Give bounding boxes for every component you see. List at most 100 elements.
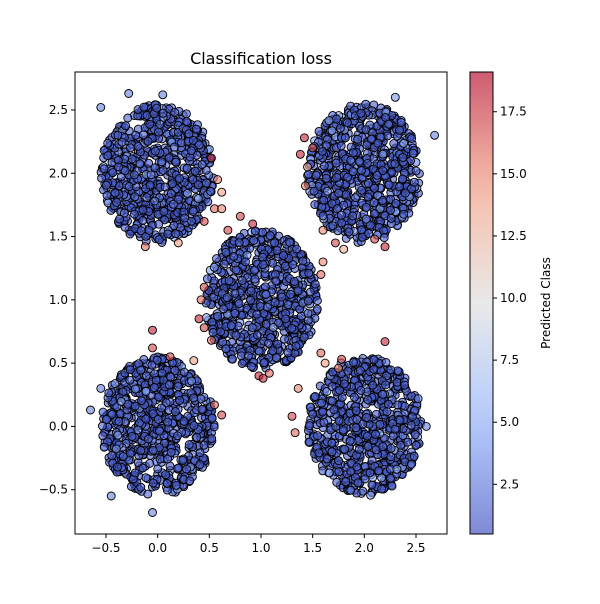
outlier-point xyxy=(140,242,150,252)
scatter-point xyxy=(188,175,198,185)
scatter-point xyxy=(194,140,204,150)
scatter-point xyxy=(143,489,153,499)
scatter-point xyxy=(193,194,203,204)
scatter-point xyxy=(113,430,123,440)
outlier-point xyxy=(316,348,326,358)
scatter-point xyxy=(112,197,121,207)
scatter-point xyxy=(386,443,396,453)
scatter-point xyxy=(258,260,268,270)
scatter-point xyxy=(108,168,118,178)
scatter-point xyxy=(378,442,388,452)
scatter-point xyxy=(209,262,219,272)
scatter-point xyxy=(207,413,217,423)
outlier-point xyxy=(380,337,390,347)
scatter-point xyxy=(304,268,314,278)
scatter-point xyxy=(386,365,396,375)
scatter-point xyxy=(403,437,413,447)
scatter-point xyxy=(357,185,367,195)
scatter-point xyxy=(179,416,189,426)
scatter-point xyxy=(343,366,353,376)
scatter-point xyxy=(155,454,165,464)
scatter-point xyxy=(130,384,140,394)
scatter-point xyxy=(271,353,281,363)
scatter-point xyxy=(219,304,229,314)
scatter-point xyxy=(190,166,200,176)
cluster-5 xyxy=(304,353,426,500)
scatter-point xyxy=(386,213,396,223)
scatter-point xyxy=(386,452,396,462)
scatter-point xyxy=(281,314,290,324)
scatter-point xyxy=(352,462,362,472)
scatter-point xyxy=(361,99,371,109)
scatter-point xyxy=(189,421,199,431)
scatter-point xyxy=(303,296,313,306)
scatter-point xyxy=(188,135,198,145)
scatter-point xyxy=(118,451,128,461)
colorbar-tick-label: 10.0 xyxy=(500,291,527,305)
scatter-point xyxy=(243,351,253,361)
scatter-point xyxy=(337,218,347,228)
x-tick-label: 2.0 xyxy=(355,541,374,555)
scatter-point xyxy=(353,134,363,144)
outlier-point xyxy=(158,90,168,100)
scatter-point xyxy=(192,432,202,442)
outlier-point xyxy=(124,89,134,98)
scatter-point xyxy=(400,380,410,390)
scatter-point xyxy=(247,323,257,333)
scatter-point xyxy=(411,166,421,176)
scatter-point xyxy=(157,157,167,167)
outlier-point xyxy=(148,325,157,335)
scatter-point xyxy=(114,162,124,172)
scatter-point xyxy=(362,140,372,150)
scatter-point xyxy=(356,108,366,118)
scatter-point xyxy=(175,174,184,183)
outlier-point xyxy=(86,405,95,415)
scatter-point xyxy=(246,295,255,305)
scatter-point xyxy=(279,251,288,261)
scatter-point xyxy=(390,159,400,169)
scatter-point xyxy=(103,138,113,148)
cluster-2 xyxy=(303,99,424,247)
scatter-point xyxy=(155,119,165,129)
outlier-point xyxy=(199,282,209,292)
scatter-point xyxy=(160,182,170,192)
scatter-point xyxy=(188,206,198,216)
scatter-point xyxy=(395,415,405,425)
scatter-point xyxy=(378,196,388,205)
outlier-point xyxy=(210,400,219,410)
outlier-point xyxy=(380,242,390,252)
scatter-point xyxy=(349,358,358,367)
scatter-point xyxy=(349,392,359,402)
scatter-point xyxy=(221,247,231,257)
x-tick-label: 2.5 xyxy=(406,541,425,555)
colorbar-tick-label: 2.5 xyxy=(500,477,519,491)
scatter-point xyxy=(144,225,154,235)
scatter-point xyxy=(203,197,213,207)
scatter-point xyxy=(322,454,332,464)
scatter-point xyxy=(281,261,290,271)
scatter-point xyxy=(319,195,329,205)
scatter-point xyxy=(136,365,146,375)
outlier-point xyxy=(413,394,423,404)
scatter-point xyxy=(173,382,183,392)
scatter-point xyxy=(305,287,315,297)
scatter-point xyxy=(383,399,393,409)
scatter-point xyxy=(254,346,264,356)
scatter-point xyxy=(395,125,404,135)
scatter-point xyxy=(166,372,176,382)
scatter-point xyxy=(113,462,122,472)
scatter-point xyxy=(158,165,168,175)
scatter-point xyxy=(332,173,342,182)
scatter-point xyxy=(398,174,407,184)
scatter-point xyxy=(321,173,331,183)
scatter-point xyxy=(230,308,240,318)
scatter-point xyxy=(193,180,203,190)
scatter-point xyxy=(207,434,217,443)
scatter-point xyxy=(387,481,397,491)
x-tick-label: 1.0 xyxy=(251,541,270,555)
scatter-point xyxy=(289,277,299,286)
scatter-point xyxy=(184,440,194,450)
scatter-point xyxy=(264,338,274,348)
scatter-point xyxy=(293,286,303,296)
